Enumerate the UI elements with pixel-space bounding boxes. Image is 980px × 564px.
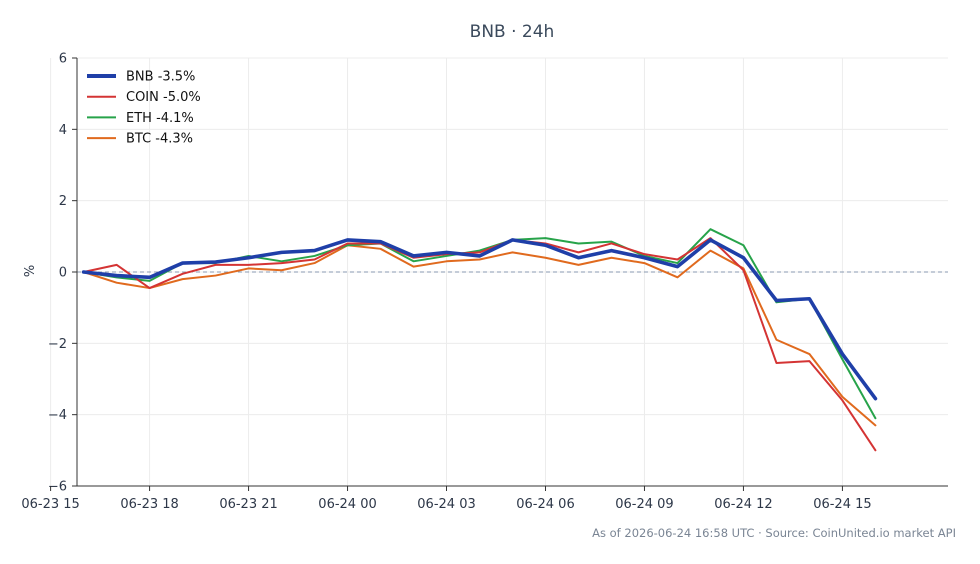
source-footer: As of 2026-06-24 16:58 UTC · Source: Coi… bbox=[592, 526, 956, 540]
legend-label: ETH -4.1% bbox=[126, 111, 194, 126]
y-tick-label: −6 bbox=[48, 480, 67, 495]
x-axis-ticks: 06-23 15 06-23 18 06-23 21 06-24 00 06-24 03… bbox=[21, 486, 872, 512]
y-tick-label: −2 bbox=[48, 337, 67, 352]
x-tick-label: 06-24 06 bbox=[516, 497, 574, 512]
x-tick-label: 06-24 09 bbox=[615, 497, 673, 512]
legend-label: BNB -3.5% bbox=[126, 70, 195, 85]
x-tick-label: 06-23 21 bbox=[219, 497, 277, 512]
series-line-btc bbox=[82, 244, 877, 427]
series-line-coin bbox=[82, 237, 877, 452]
y-tick-label: −4 bbox=[48, 408, 67, 423]
y-tick-label: 2 bbox=[59, 194, 67, 209]
series-group bbox=[81, 228, 878, 452]
x-tick-label: 06-23 18 bbox=[120, 497, 178, 512]
x-tick-label: 06-24 00 bbox=[318, 497, 376, 512]
y-tick-label: 0 bbox=[59, 266, 67, 281]
x-tick-label: 06-23 15 bbox=[21, 497, 79, 512]
chart-title: BNB · 24h bbox=[470, 22, 555, 42]
series-line-bnb bbox=[81, 238, 878, 401]
legend-label: BTC -4.3% bbox=[126, 132, 193, 147]
legend-label: COIN -5.0% bbox=[126, 90, 201, 105]
x-tick-label: 06-24 15 bbox=[813, 497, 871, 512]
y-axis-label: % bbox=[23, 265, 38, 277]
x-tick-label: 06-24 12 bbox=[714, 497, 772, 512]
legend: BNB -3.5% COIN -5.0% ETH -4.1% BTC -4.3% bbox=[87, 70, 201, 147]
x-tick-label: 06-24 03 bbox=[417, 497, 475, 512]
y-axis-ticks: −6 −4 −2 0 2 4 6 bbox=[48, 52, 77, 495]
y-tick-label: 4 bbox=[59, 123, 67, 138]
y-tick-label: 6 bbox=[59, 52, 67, 67]
